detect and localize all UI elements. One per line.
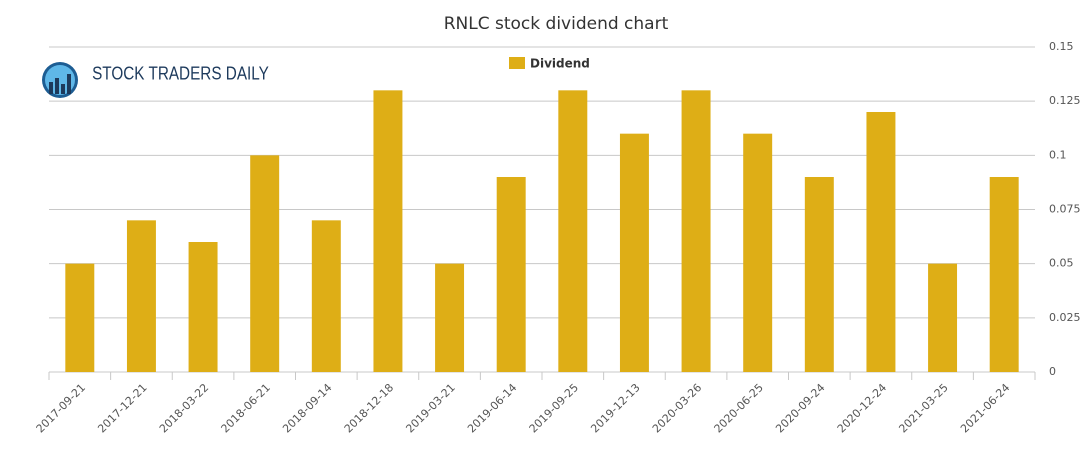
bar — [373, 90, 403, 372]
x-tick-label: 2018-09-14 — [280, 381, 334, 435]
x-tick-label: 2018-12-18 — [342, 381, 396, 435]
bar — [250, 155, 280, 372]
bar — [681, 90, 711, 372]
x-tick-label: 2017-12-21 — [95, 381, 149, 435]
x-tick-label: 2019-06-14 — [465, 381, 519, 435]
y-tick-label: 0.05 — [1049, 257, 1074, 270]
bar — [866, 112, 896, 372]
bar — [496, 177, 526, 372]
x-tick-label: 2021-06-24 — [958, 381, 1012, 435]
bar — [619, 133, 649, 372]
x-tick-label: 2019-12-13 — [588, 381, 642, 435]
bar — [928, 263, 958, 372]
y-tick-label: 0.15 — [1049, 40, 1074, 53]
bar — [558, 90, 588, 372]
x-tick-label: 2021-03-25 — [896, 381, 950, 435]
x-tick-label: 2018-06-21 — [219, 381, 273, 435]
y-tick-label: 0.025 — [1049, 311, 1081, 324]
y-tick-label: 0 — [1049, 365, 1056, 378]
y-tick-label: 0.1 — [1049, 148, 1067, 161]
bar — [743, 133, 773, 372]
bar — [126, 220, 156, 372]
logo: STOCK TRADERS DAILY — [42, 62, 269, 98]
logo-bar — [49, 82, 53, 94]
bar — [804, 177, 834, 372]
x-tick-label: 2017-09-21 — [34, 381, 88, 435]
x-tick-label: 2018-03-22 — [157, 381, 211, 435]
chart-title: RNLC stock dividend chart — [444, 14, 669, 34]
x-tick-label: 2019-03-21 — [403, 381, 457, 435]
logo-bar — [61, 84, 65, 94]
logo-text: STOCK TRADERS DAILY — [92, 63, 269, 84]
logo-bar — [67, 74, 71, 94]
bar — [435, 263, 465, 372]
x-tick-label: 2020-03-26 — [650, 381, 704, 435]
x-tick-label: 2020-06-25 — [712, 381, 766, 435]
legend-swatch — [509, 57, 525, 69]
x-tick-label: 2020-09-24 — [773, 381, 827, 435]
bar — [188, 242, 218, 372]
logo-bar — [55, 78, 59, 94]
x-tick-label: 2020-12-24 — [835, 381, 889, 435]
y-tick-label: 0.125 — [1049, 94, 1081, 107]
x-tick-label: 2019-09-25 — [527, 381, 581, 435]
bar — [311, 220, 341, 372]
y-tick-label: 0.075 — [1049, 203, 1081, 216]
bar — [65, 263, 95, 372]
legend-label: Dividend — [530, 57, 590, 71]
bar — [989, 177, 1019, 372]
